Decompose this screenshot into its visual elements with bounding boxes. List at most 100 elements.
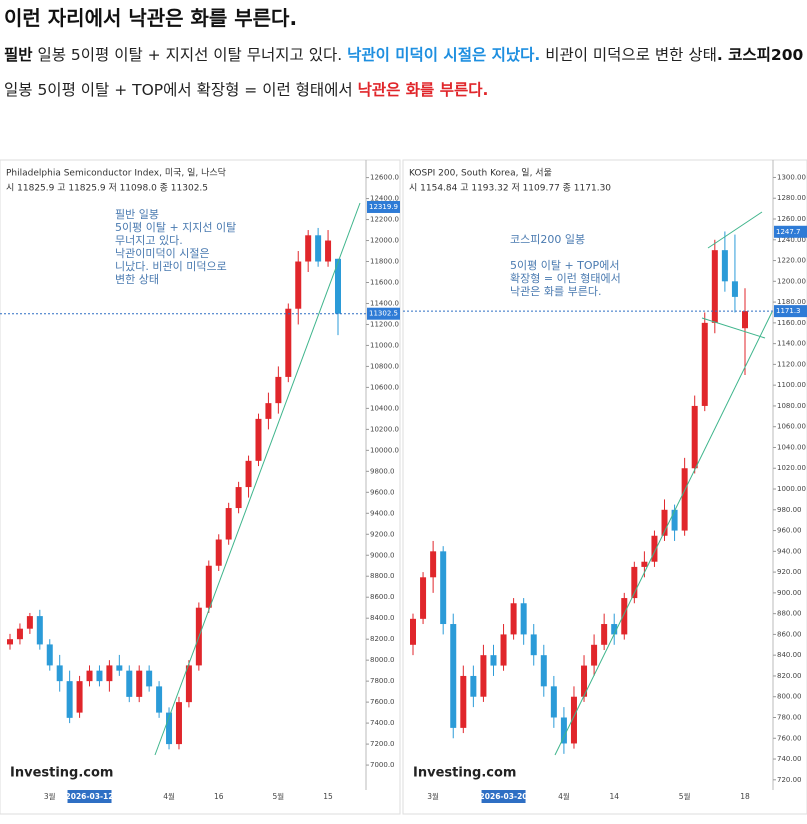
- y-tick-label: 12200.0: [370, 216, 399, 224]
- text-run: 낙관은 화를 부른다.: [357, 81, 489, 99]
- trend-line: [154, 202, 361, 756]
- candle-body: [66, 681, 73, 718]
- candle-body: [671, 509, 678, 531]
- y-tick-label: 10200.0: [370, 425, 399, 433]
- y-tick-label: 840.00: [777, 651, 802, 659]
- price-tag: [774, 305, 807, 318]
- candle-body: [480, 655, 487, 697]
- candle-body: [245, 460, 252, 488]
- candle-body: [156, 686, 163, 713]
- x-tick-label: 18: [740, 792, 750, 801]
- candle-body: [460, 675, 467, 728]
- annotation: 변한 상태: [115, 273, 159, 286]
- candle-body: [126, 670, 133, 697]
- candle-body: [275, 376, 282, 404]
- candle-body: [225, 508, 232, 540]
- y-tick-label: 8000.0: [370, 656, 395, 664]
- y-tick-label: 9400.0: [370, 509, 395, 517]
- y-tick-label: 760.00: [777, 734, 802, 742]
- y-tick-label: 12000.0: [370, 237, 399, 245]
- candle-body: [701, 322, 708, 406]
- x-tick-label: 4월: [163, 791, 175, 801]
- trend-line: [701, 317, 766, 339]
- y-tick-label: 1080.00: [777, 402, 806, 410]
- price-tag-label: 1171.3: [776, 307, 801, 315]
- annotation: 니났다. 비관이 미덕으로: [115, 260, 227, 273]
- y-tick-label: 800.00: [777, 693, 802, 701]
- candle-body: [681, 468, 688, 531]
- y-tick-label: 900.00: [777, 589, 802, 597]
- candle-body: [591, 644, 598, 666]
- text-run: . 코스피200: [716, 46, 804, 64]
- candle-body: [450, 624, 457, 728]
- chart-info: 시 11825.9 고 11825.9 저 11098.0 종 11302.5: [6, 183, 208, 194]
- candle-body: [500, 634, 507, 666]
- candle-body: [520, 603, 527, 635]
- y-tick-label: 9000.0: [370, 551, 395, 559]
- y-tick-label: 12600.0: [370, 174, 399, 182]
- trend-line: [554, 311, 773, 756]
- candle-body: [410, 618, 416, 645]
- x-tick-label: 15: [323, 792, 333, 801]
- y-tick-label: 1160.00: [777, 319, 806, 327]
- candle-body: [96, 670, 103, 682]
- candle-body: [265, 403, 272, 419]
- y-tick-label: 7000.0: [370, 761, 395, 769]
- candle-body: [440, 551, 447, 625]
- candle-body: [16, 628, 23, 640]
- x-tick-label: 3월: [44, 791, 56, 801]
- candle-body: [36, 616, 43, 645]
- crosshair-label-bg: [67, 790, 112, 803]
- candle-body: [560, 717, 567, 744]
- candle-body: [175, 702, 182, 745]
- candle-body: [86, 670, 93, 682]
- candle-body: [235, 487, 242, 509]
- candle-body: [7, 639, 13, 645]
- text-run: 일봉 5이평 이탈 + TOP에서 확장형 = 이런 형태에서: [4, 81, 353, 99]
- candle-body: [601, 624, 608, 645]
- candle-body: [581, 665, 588, 697]
- x-tick-label: 4월: [558, 791, 570, 801]
- price-tag-label: 11302.5: [369, 310, 398, 318]
- chart-title: Philadelphia Semiconductor Index, 미국, 일,…: [6, 168, 226, 179]
- title: 이런 자리에서 낙관은 화를 부른다.: [4, 6, 298, 30]
- candle-body: [742, 311, 748, 329]
- candle-body: [185, 665, 192, 703]
- y-tick-label: 8200.0: [370, 635, 395, 643]
- candle-body: [76, 681, 83, 713]
- y-tick-label: 920.00: [777, 568, 802, 576]
- y-tick-label: 740.00: [777, 755, 802, 763]
- y-tick-label: 1240.00: [777, 236, 806, 244]
- candle-body: [731, 281, 738, 297]
- candle-body: [490, 655, 497, 666]
- candle-body: [641, 561, 648, 567]
- y-tick-label: 880.00: [777, 610, 802, 618]
- y-tick-label: 10800.0: [370, 362, 399, 370]
- candle-body: [106, 665, 113, 682]
- candle-body: [136, 670, 143, 697]
- annotation: 낙관은 화를 부른다.: [510, 285, 601, 298]
- candle-body: [305, 235, 312, 262]
- y-tick-label: 1180.00: [777, 298, 806, 306]
- y-tick-label: 11000.0: [370, 341, 399, 349]
- y-tick-label: 11600.0: [370, 278, 399, 286]
- x-tick-label: 5월: [679, 791, 691, 801]
- candle-body: [146, 670, 153, 687]
- paragraph: 필반 일봉 5이평 이탈 + 지지선 이탈 무너지고 있다. 낙관이 미덕이 시…: [4, 38, 804, 108]
- y-tick-label: 720.00: [777, 776, 802, 784]
- y-tick-label: 8400.0: [370, 614, 395, 622]
- annotation: 코스피200 일봉: [510, 232, 585, 246]
- candle-body: [315, 235, 322, 262]
- y-tick-label: 7200.0: [370, 740, 395, 748]
- annotation: 무너지고 있다.: [115, 234, 183, 247]
- y-tick-label: 1140.00: [777, 340, 806, 348]
- crosshair-label-bg: [481, 790, 526, 803]
- candle-body: [26, 616, 33, 629]
- candle-body: [570, 696, 577, 744]
- x-tick-label: 2026-03-20: [480, 792, 528, 801]
- y-tick-label: 10400.0: [370, 404, 399, 412]
- y-tick-label: 9600.0: [370, 488, 395, 496]
- annotation: 5이평 이탈 + 지지선 이탈: [115, 221, 236, 234]
